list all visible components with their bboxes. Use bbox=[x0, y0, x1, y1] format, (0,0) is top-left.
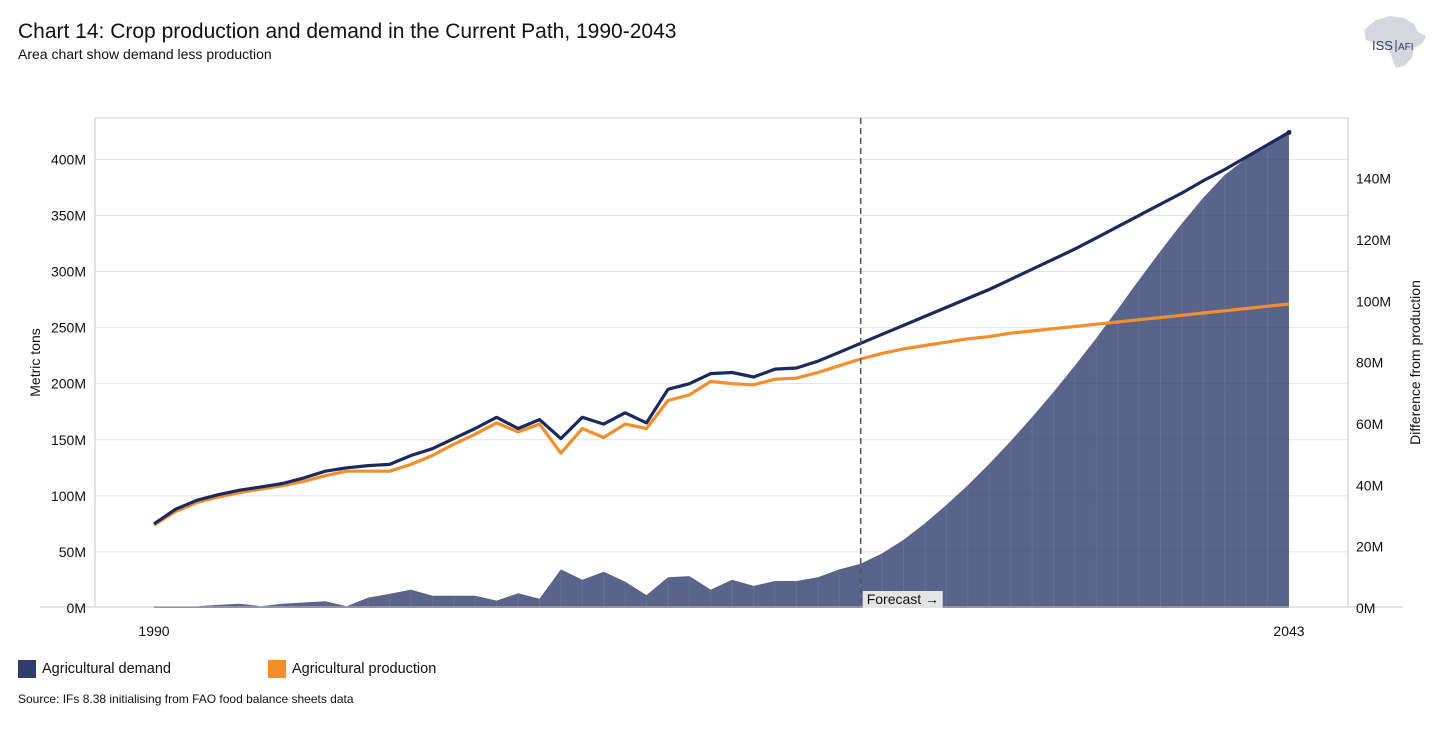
y2-tick-label: 80M bbox=[1356, 355, 1383, 371]
chart-subtitle: Area chart show demand less production bbox=[18, 46, 272, 62]
y-tick-label: 100M bbox=[51, 488, 86, 504]
y-tick-label: 300M bbox=[51, 264, 86, 280]
y2-tick-label: 60M bbox=[1356, 416, 1383, 432]
demand-end-point bbox=[1286, 129, 1292, 135]
africa-map-icon bbox=[1364, 16, 1426, 68]
logo-text-main: ISS bbox=[1372, 38, 1393, 53]
line-demand bbox=[153, 131, 1290, 526]
forecast-label: Forecast → bbox=[867, 591, 939, 607]
legend-swatch-production bbox=[268, 660, 286, 678]
y2-axis-title: Difference from production bbox=[1407, 280, 1423, 445]
line-production bbox=[153, 302, 1290, 527]
x-tick-label: 1990 bbox=[138, 623, 169, 639]
series-lines bbox=[153, 129, 1292, 527]
y-axis-title: Metric tons bbox=[27, 328, 43, 396]
y2-tick-label: 20M bbox=[1356, 539, 1383, 555]
y-tick-label: 350M bbox=[51, 207, 86, 223]
legend-label-demand: Agricultural demand bbox=[42, 661, 171, 677]
y2-tick-label: 0M bbox=[1356, 600, 1375, 616]
legend-label-production: Agricultural production bbox=[292, 661, 437, 677]
source-note: Source: IFs 8.38 initialising from FAO f… bbox=[18, 692, 354, 706]
x-tick-label: 2043 bbox=[1273, 623, 1304, 639]
y2-tick-label: 120M bbox=[1356, 232, 1391, 248]
forecast-label-bg bbox=[862, 591, 943, 608]
legend-item-production: Agricultural production bbox=[268, 660, 436, 678]
y2-tick-label: 140M bbox=[1356, 171, 1391, 187]
axes: 0M 50M 100M 150M 200M 250M 300M 350M 400M 0M 20M 40… bbox=[27, 118, 1423, 639]
y2-tick-label: 40M bbox=[1356, 477, 1383, 493]
y-tick-label: 150M bbox=[51, 432, 86, 448]
y2-tick-label: 100M bbox=[1356, 293, 1391, 309]
y-tick-label: 250M bbox=[51, 320, 86, 336]
y-tick-label: 50M bbox=[59, 544, 86, 560]
forecast-marker: Forecast → bbox=[859, 118, 943, 608]
legend-item-demand: Agricultural demand bbox=[18, 660, 171, 678]
logo-text-sub: AFI bbox=[1398, 42, 1414, 53]
area-difference bbox=[154, 133, 1289, 609]
legend-swatch-demand bbox=[18, 660, 36, 678]
y-tick-label: 200M bbox=[51, 376, 86, 392]
chart-title: Chart 14: Crop production and demand in … bbox=[18, 20, 677, 43]
iss-afi-logo: ISS AFI bbox=[1364, 16, 1426, 68]
y-tick-label: 400M bbox=[51, 151, 86, 167]
y-tick-label: 0M bbox=[67, 600, 86, 616]
difference-area bbox=[154, 133, 1290, 609]
